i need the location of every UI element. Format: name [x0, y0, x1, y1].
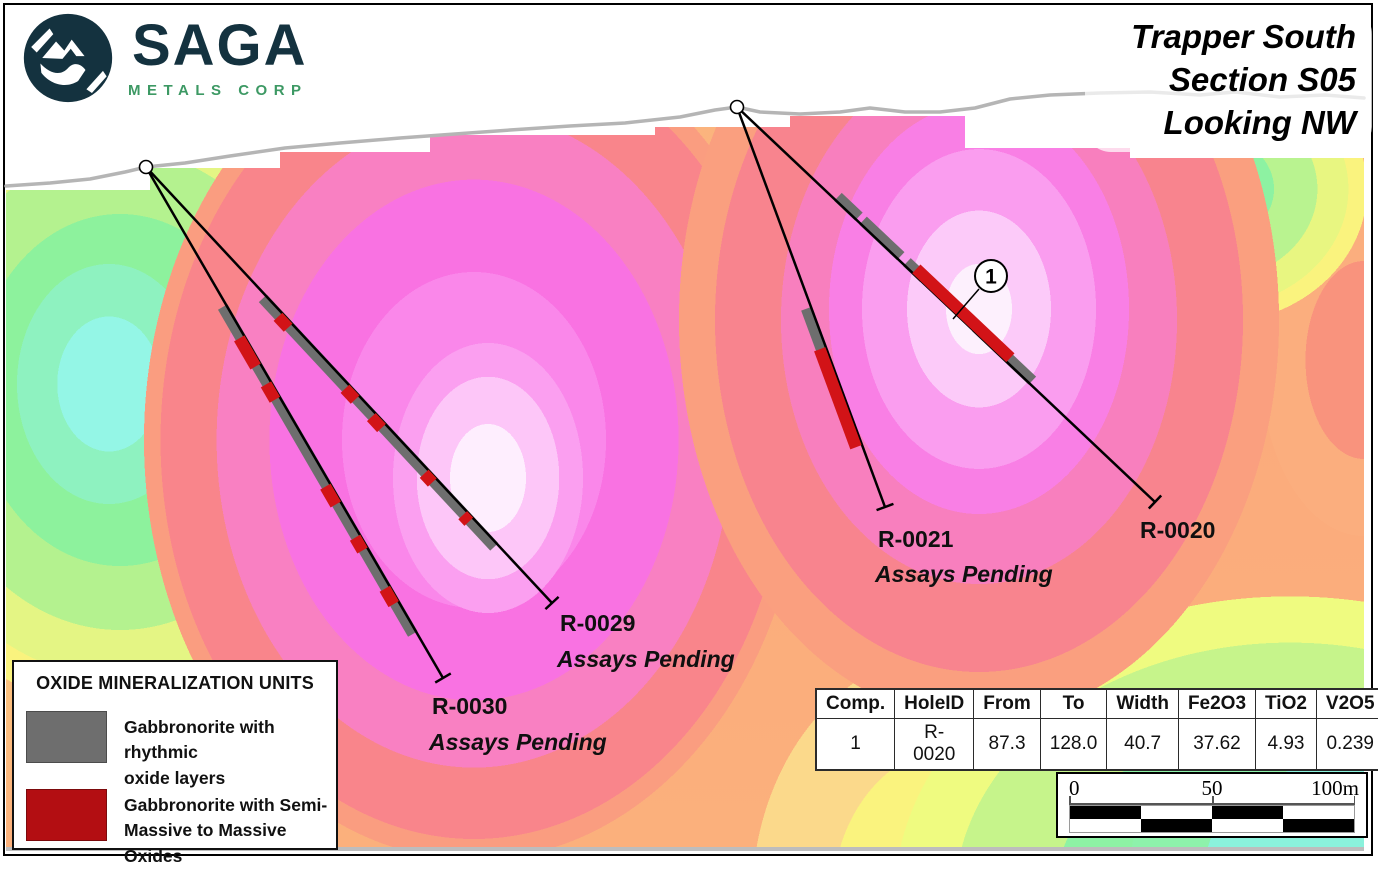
legend-label-red-line2: Massive to Massive Oxides	[124, 820, 287, 866]
legend-box: OXIDE MINERALIZATION UNITS Gabbronorite …	[12, 660, 338, 866]
cell-width: 40.7	[1106, 718, 1179, 771]
legend-swatch-gray	[26, 711, 107, 763]
table-row: 1 R-0020 87.3 128.0 40.7 37.62 4.93 0.23…	[815, 718, 1378, 771]
legend-label-red-line1: Gabbronorite with Semi-	[124, 795, 328, 815]
scalebar-cell	[1212, 806, 1283, 819]
company-logo: SAGA METALS CORP	[22, 12, 308, 104]
hole-status-r0029: Assays Pending	[557, 646, 735, 672]
legend-swatch-red	[26, 789, 107, 841]
legend-label-gray-line2: oxide layers	[124, 767, 226, 788]
scale-checker	[1069, 805, 1355, 833]
cell-comp: 1	[815, 718, 896, 771]
scalebar-cell	[1141, 819, 1212, 832]
scale-tickmark-50	[1212, 796, 1214, 805]
hole-label-r0030: R-0030	[432, 693, 508, 719]
cell-holeid: R-0020	[894, 718, 975, 771]
scale-checker-row-top	[1070, 806, 1354, 819]
hole-label-r0020: R-0020	[1140, 517, 1216, 543]
section-title: Trapper South Section S05 Looking NW	[1131, 16, 1356, 145]
scale-tickmark-100	[1353, 796, 1355, 805]
section-bottom-line	[6, 847, 1364, 851]
hole-label-r0021: R-0021	[878, 526, 954, 552]
col-to: To	[1039, 688, 1108, 719]
title-line-3: Looking NW	[1163, 103, 1356, 141]
scalebar-cell	[1141, 806, 1212, 819]
legend-title: OXIDE MINERALIZATION UNITS	[36, 673, 314, 693]
legend-label-gray-line1: Gabbronorite with rhythmic	[124, 717, 275, 763]
cell-fe2o3: 37.62	[1177, 718, 1257, 771]
col-holeid: HoleID	[894, 688, 975, 719]
scalebar-cell	[1283, 806, 1354, 819]
scale-bar: 0 50 100m	[1056, 772, 1368, 838]
scale-tick-50: 50	[1201, 776, 1223, 800]
legend-label-gray: Gabbronorite with rhythmic oxide layers	[124, 715, 332, 791]
scale-tickmark-0	[1069, 796, 1071, 805]
composites-table: Comp. HoleID From To Width Fe2O3 TiO2 V2…	[815, 688, 1378, 771]
scalebar-cell	[1212, 819, 1283, 832]
cell-tio2: 4.93	[1255, 718, 1317, 771]
scale-tick-0: 0	[1069, 776, 1080, 800]
scale-checker-row-bottom	[1070, 819, 1354, 832]
cell-to: 128.0	[1039, 718, 1108, 771]
hole-status-r0030: Assays Pending	[429, 729, 607, 755]
col-comp: Comp.	[815, 688, 896, 719]
company-name: SAGA	[131, 13, 308, 78]
title-line-1: Trapper South	[1131, 18, 1356, 55]
scale-tick-100m: 100m	[1311, 776, 1359, 800]
title-line-2: Section S05	[1168, 60, 1356, 98]
col-from: From	[973, 688, 1041, 719]
col-width: Width	[1106, 688, 1179, 719]
company-subtitle: METALS CORP	[128, 82, 308, 99]
col-tio2: TiO2	[1255, 688, 1317, 719]
hole-label-r0029: R-0029	[560, 610, 636, 636]
cell-v2o5: 0.239	[1315, 718, 1378, 771]
table-header-row: Comp. HoleID From To Width Fe2O3 TiO2 V2…	[815, 688, 1378, 719]
scalebar-cell	[1070, 806, 1141, 819]
col-v2o5: V2O5	[1315, 688, 1378, 719]
scalebar-cell	[1283, 819, 1354, 832]
cell-from: 87.3	[973, 718, 1041, 771]
scalebar-cell	[1070, 819, 1141, 832]
col-fe2o3: Fe2O3	[1177, 688, 1257, 719]
hole-status-r0021: Assays Pending	[875, 561, 1053, 587]
legend-label-red: Gabbronorite with Semi- Massive to Massi…	[124, 793, 332, 869]
saga-logo-icon	[23, 13, 113, 103]
